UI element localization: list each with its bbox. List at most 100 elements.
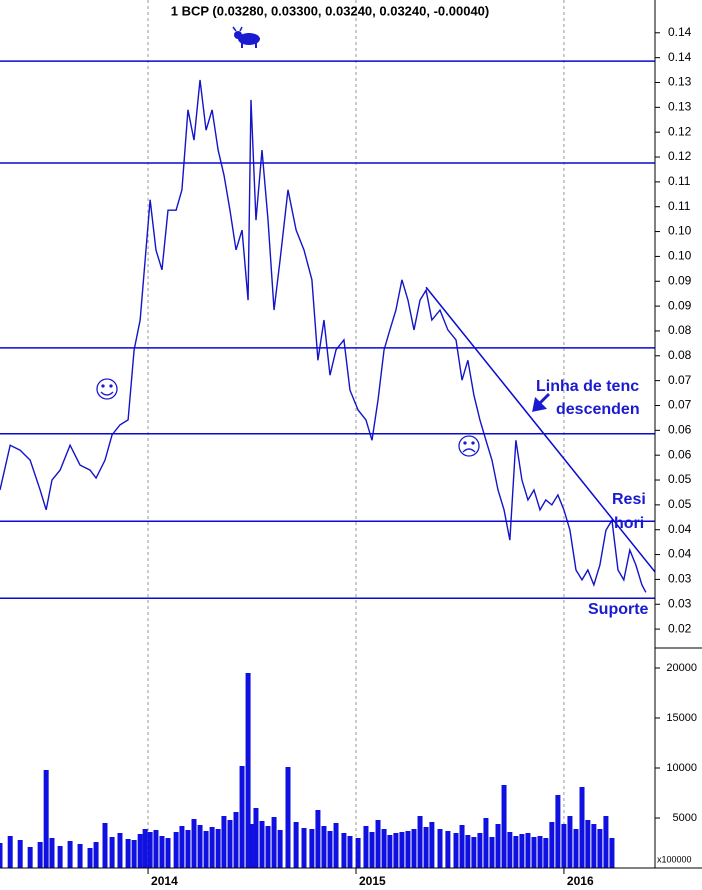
y-tick-label: 0.11: [668, 174, 691, 188]
volume-bar: [567, 816, 573, 868]
volume-bar: [67, 841, 73, 868]
y-tick-label: 0.05: [668, 497, 692, 511]
volume-bar: [253, 808, 259, 868]
volume-bar: [375, 820, 381, 868]
volume-bar: [309, 829, 315, 868]
x-tick-label: 2015: [359, 874, 386, 888]
volume-bar: [209, 827, 215, 868]
y-tick-label: 0.06: [668, 423, 692, 437]
x-tick-label: 2014: [151, 874, 178, 888]
volume-bar: [227, 820, 233, 868]
volume-bar: [93, 842, 99, 868]
bull-icon: [232, 26, 260, 48]
volume-bar: [411, 829, 417, 868]
volume-bar: [573, 829, 579, 868]
volume-bar: [603, 816, 609, 868]
volume-bar: [355, 838, 361, 868]
volume-bar: [153, 830, 159, 868]
y-tick-label: 0.11: [668, 199, 691, 213]
volume-bar: [49, 838, 55, 868]
annotation: descenden: [556, 401, 640, 418]
volume-bar: [173, 832, 179, 868]
y-tick-label: 0.14: [668, 25, 692, 39]
volume-bar: [321, 826, 327, 868]
volume-bar: [102, 823, 108, 868]
volume-bar: [483, 818, 489, 868]
volume-bar: [363, 826, 369, 868]
volume-bar: [513, 836, 519, 868]
volume-bar: [179, 826, 185, 868]
y-tick-label: 0.02: [668, 621, 692, 635]
volume-bar: [57, 846, 63, 868]
price-line: [0, 79, 647, 593]
volume-bar: [495, 824, 501, 868]
volume-bar: [399, 832, 405, 868]
y-tick-label: 0.14: [668, 50, 692, 64]
y-tick-label: 0.13: [668, 100, 692, 114]
volume-bar: [301, 828, 307, 868]
volume-bar: [531, 837, 537, 868]
y-tick-label: 15000: [666, 712, 697, 724]
volume-bar: [285, 767, 291, 868]
volume-bar: [191, 819, 197, 868]
volume-bar: [429, 822, 435, 868]
volume-bar: [423, 827, 429, 868]
volume-bar: [245, 673, 251, 868]
annotation: Resi: [612, 491, 646, 508]
volume-bar: [333, 823, 339, 868]
volume-bar: [489, 837, 495, 868]
volume-bar: [265, 826, 271, 868]
volume-bar: [117, 833, 123, 868]
volume-bar: [197, 825, 203, 868]
y-tick-label: 0.07: [668, 398, 692, 412]
volume-bar: [393, 833, 399, 868]
volume-bar: [248, 824, 254, 868]
volume-bar: [465, 835, 471, 868]
volume-bar: [43, 770, 49, 868]
volume-bar: [109, 837, 115, 868]
volume-bar: [459, 825, 465, 868]
volume-bar: [525, 833, 531, 868]
y-tick-label: 0.04: [668, 522, 692, 536]
volume-bar: [453, 833, 459, 868]
annotation: hori: [614, 515, 644, 532]
volume-bar: [131, 840, 137, 868]
volume-bar: [591, 824, 597, 868]
volume-bar: [293, 822, 299, 868]
volume-bar: [137, 834, 143, 868]
chart-title: 1 BCP (0.03280, 0.03300, 0.03240, 0.0324…: [171, 3, 490, 18]
volume-bar: [507, 832, 513, 868]
y-tick-label: 0.03: [668, 596, 692, 610]
volume-bar: [347, 836, 353, 868]
volume-bar: [7, 836, 13, 868]
y-tick-label: 0.08: [668, 323, 692, 337]
volume-bar: [277, 830, 283, 868]
volume-bar: [315, 810, 321, 868]
volume-bar: [543, 838, 549, 868]
volume-bar: [159, 836, 165, 868]
y-tick-label: 5000: [673, 812, 697, 824]
grid-layer: [147, 0, 565, 868]
volume-bar: [142, 829, 148, 868]
volume-bar: [203, 831, 209, 868]
volume-bar: [549, 822, 555, 868]
volume-bar: [561, 824, 567, 868]
y-tick-label: 0.13: [668, 75, 692, 89]
volume-bar: [165, 838, 171, 868]
volume-bar: [17, 840, 23, 868]
annotation: Suporte: [588, 601, 649, 618]
y-axis-unit: x100000: [657, 854, 692, 864]
volume-bar: [579, 787, 585, 868]
y-tick-label: 0.12: [668, 124, 692, 138]
annotations: Linha de tenc descenden Resi hori Suporte: [536, 378, 649, 618]
volume-bar: [477, 833, 483, 868]
volume-bar: [387, 835, 393, 868]
volume-bar: [221, 816, 227, 868]
y-tick-label: 10000: [666, 762, 697, 774]
volume-bar: [87, 848, 93, 868]
volume-bar: [27, 847, 33, 868]
x-tick-label: 2016: [567, 874, 594, 888]
y-tick-label: 0.10: [668, 249, 692, 263]
